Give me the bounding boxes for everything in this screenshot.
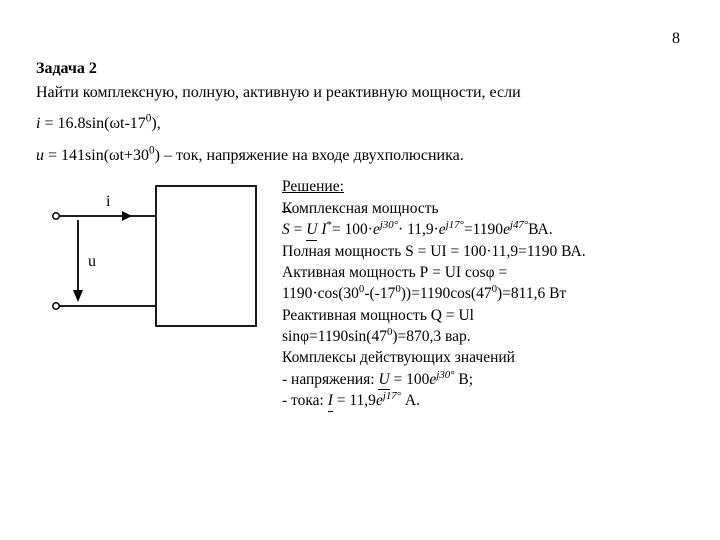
diagram-i-label: i	[106, 193, 111, 210]
sol-line-6: 1190·cos(300-(-170))=1190cos(470)=811,6 …	[282, 283, 684, 304]
sol-line-4: Полная мощность S = UI = 100·11,9=1190 В…	[282, 241, 684, 262]
e2: e	[439, 221, 446, 238]
equation-i: i = 16.8sin(ωt-170),	[36, 113, 684, 135]
l10b: = 100	[390, 371, 430, 388]
l8b: )=870,3 вар.	[392, 328, 470, 345]
l3c: =1190	[464, 221, 503, 238]
problem-statement: Найти комплексную, полную, активную и ре…	[36, 82, 684, 104]
eq-u-tail: ) – ток, напряжение на входе двухполюсни…	[155, 147, 464, 164]
sol-line-10: - напряжения: U = 100ej30° В;	[282, 369, 684, 390]
l3a: = 100·	[332, 221, 373, 238]
var-u: u	[36, 147, 44, 164]
exp3: j47°	[510, 219, 528, 231]
body-row: i u Решение: Комплексная мощность S = U …	[36, 176, 684, 411]
e3: e	[503, 221, 510, 238]
sym-U: U	[306, 219, 317, 240]
e5: e	[376, 392, 383, 409]
diagram-u-label: u	[88, 253, 96, 270]
l6a: 1190·cos(30	[282, 285, 359, 302]
problem-title: Задача 2	[36, 58, 684, 80]
solution-heading: Решение:	[282, 176, 684, 197]
page-number: 8	[672, 28, 680, 50]
l6b: -(-17	[364, 285, 395, 302]
l10a: - напряжения:	[282, 371, 378, 388]
sol-line-9: Комплексы действующих значений	[282, 347, 684, 368]
circuit-diagram: i u	[36, 176, 266, 346]
page-content: Задача 2 Найти комплексную, полную, акти…	[0, 0, 720, 412]
l3d: ВА.	[528, 221, 552, 238]
l11a: - тока:	[282, 392, 328, 409]
sol-line-3: S = U I*= 100·ej30°· 11,9·ej17°=1190ej47…	[282, 219, 684, 240]
l11b: = 11,9	[333, 392, 376, 409]
sol-line-7: Реактивная мощность Q = Ul	[282, 305, 684, 326]
eq-i-tail: ),	[151, 115, 160, 132]
sol-line-11: - тока: I = 11,9ej17° А.	[282, 390, 684, 411]
eq-i-body: = 16.8sin(ωt-17	[40, 115, 145, 132]
l11c: А.	[401, 392, 420, 409]
l8a: sinφ=1190sin(47	[282, 328, 387, 345]
sol-line-5: Активная мощность Р = UI cosφ =	[282, 262, 684, 283]
sym-I2: I	[328, 390, 333, 411]
eq-u-body: = 141sin(ωt+30	[44, 147, 149, 164]
sym-S: S	[282, 219, 290, 240]
l6c: ))=1190cos(47	[401, 285, 492, 302]
equation-u: u = 141sin(ωt+300) – ток, напряжение на …	[36, 145, 684, 167]
solution-block: Решение: Комплексная мощность S = U I*= …	[282, 176, 684, 411]
l6d: )=811,6 Вт	[497, 285, 566, 302]
e1: e	[373, 221, 380, 238]
l3b: · 11,9·	[398, 221, 439, 238]
l10c: В;	[455, 371, 474, 388]
exp5: j17°	[383, 390, 401, 402]
sol-line-8: sinφ=1190sin(470)=870,3 вар.	[282, 326, 684, 347]
exp4: j30°	[436, 369, 454, 381]
sol-line-2: Комплексная мощность	[282, 198, 684, 219]
exp2: j17°	[446, 219, 464, 231]
exp1: j30°	[380, 219, 398, 231]
sym-U2: U	[378, 369, 389, 390]
